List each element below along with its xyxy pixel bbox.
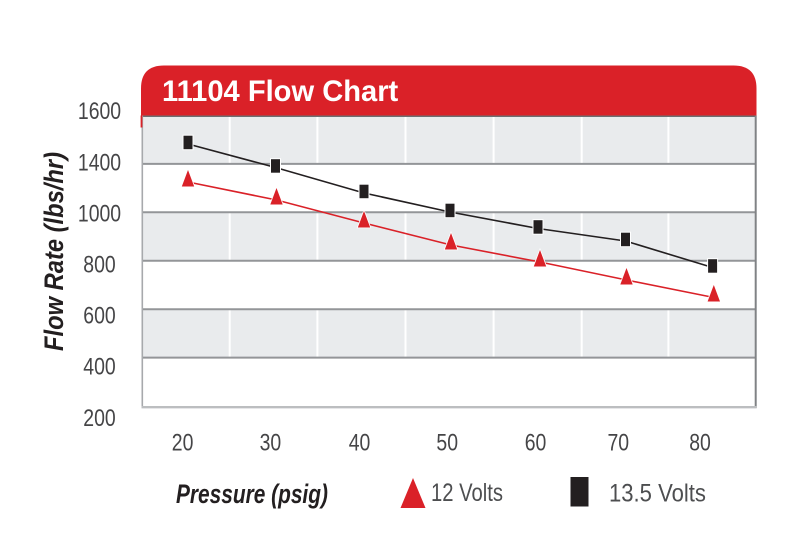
svg-text:70: 70 <box>607 429 629 456</box>
svg-text:13.5 Volts: 13.5 Volts <box>609 479 706 507</box>
svg-text:80: 80 <box>689 429 711 456</box>
svg-text:20: 20 <box>172 429 194 456</box>
svg-text:1000: 1000 <box>78 199 121 226</box>
svg-text:1400: 1400 <box>78 148 121 175</box>
svg-text:Flow Rate (lbs/hr): Flow Rate (lbs/hr) <box>40 152 70 351</box>
svg-text:400: 400 <box>83 353 115 380</box>
svg-text:60: 60 <box>525 429 547 456</box>
svg-text:40: 40 <box>349 429 371 456</box>
svg-text:11104 Flow Chart: 11104 Flow Chart <box>162 75 398 108</box>
svg-text:1600: 1600 <box>78 97 121 124</box>
svg-text:30: 30 <box>260 429 282 456</box>
svg-text:800: 800 <box>83 251 115 278</box>
svg-text:200: 200 <box>83 404 115 431</box>
svg-text:12 Volts: 12 Volts <box>431 478 503 507</box>
svg-text:50: 50 <box>436 429 458 456</box>
svg-text:Pressure (psig): Pressure (psig) <box>176 480 328 510</box>
svg-text:600: 600 <box>83 302 115 329</box>
